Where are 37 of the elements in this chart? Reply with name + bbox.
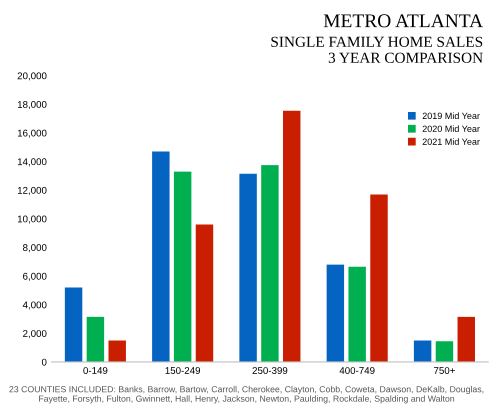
x-tick-label: 250-399: [252, 367, 288, 374]
bar: [414, 340, 432, 362]
legend-label: 2019 Mid Year: [422, 112, 480, 120]
y-tick-label: 4,000: [22, 301, 47, 310]
x-tick-label: 0-149: [83, 367, 108, 374]
bar: [239, 174, 257, 362]
bar: [326, 264, 344, 362]
bar: [174, 172, 192, 362]
y-tick-label: 10,000: [18, 216, 47, 224]
bar: [261, 165, 279, 362]
x-tick-label: 400-749: [340, 367, 375, 374]
y-tick-label: 14,000: [18, 158, 47, 166]
y-tick-label: 20,000: [18, 72, 47, 80]
bar: [86, 316, 104, 362]
bar: [64, 288, 82, 362]
bar: [348, 266, 366, 362]
x-tick-label: 750+: [434, 367, 455, 374]
y-tick-label: 2,000: [23, 330, 47, 338]
bar: [152, 152, 170, 362]
x-tick-label: 150-249: [166, 367, 200, 374]
bar: [283, 110, 300, 362]
y-tick-label: 18,000: [18, 101, 47, 110]
y-tick-label: 6,000: [23, 272, 47, 281]
legend-label: 2020 Mid Year: [422, 125, 480, 132]
text: 23 COUNTIES INCLUDED: Banks, Barrow, Bartow, Carroll, Cherokee, Clayton, Cobb, Coweta, Dawson, DeKalb, Douglas, Fayette, Forsyth, Fulton, Gwinnett, Hall, Henry, Jackson, Newton, Paulding, Rockdale, Spalding and Walton: [9, 386, 484, 404]
y-tick-label: 16,000: [18, 130, 47, 138]
bar: [196, 224, 214, 362]
bar: [458, 316, 475, 362]
bar: [108, 340, 126, 362]
legend-label: 2021 Mid Year: [422, 138, 480, 145]
chart-subtitle: SINGLE FAMILY HOME SALES 3 YEAR COMPARISON: [271, 36, 483, 63]
y-tick-label: 12,000: [18, 186, 47, 195]
bar: [436, 341, 454, 362]
y-tick-label: 8,000: [23, 244, 47, 252]
bar: [370, 194, 388, 362]
chart-title: METRO ATLANTA: [324, 14, 483, 28]
y-tick-label: 0: [42, 358, 47, 366]
